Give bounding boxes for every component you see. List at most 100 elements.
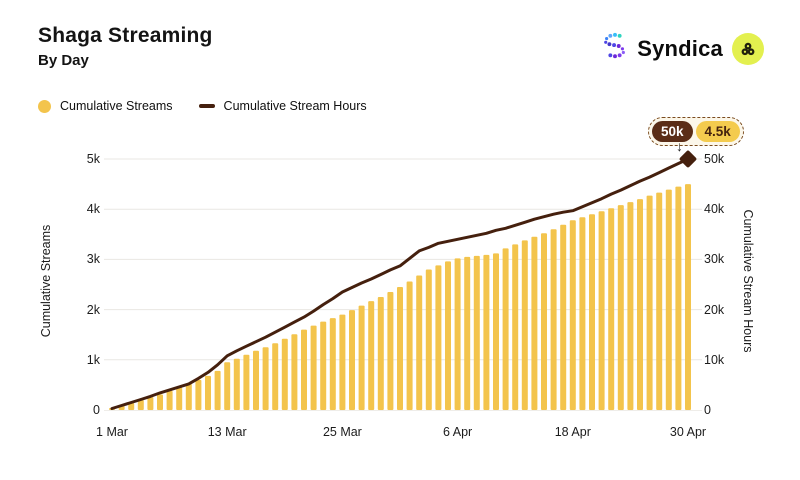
bar-cumulative-streams	[377, 297, 384, 410]
right-axis-tick-label: 20k	[704, 302, 725, 317]
left-axis-title: Cumulative Streams	[39, 224, 53, 338]
bar-cumulative-streams	[598, 211, 605, 410]
bar-cumulative-streams	[502, 248, 509, 410]
brand-name: Syndica	[637, 35, 723, 61]
bar-cumulative-streams	[262, 347, 269, 410]
bar-cumulative-streams	[569, 220, 576, 410]
bar-cumulative-streams	[166, 390, 173, 410]
bar-cumulative-streams	[637, 199, 643, 410]
bar-cumulative-streams	[320, 321, 327, 410]
legend-item-cumulative-streams[interactable]: Cumulative Streams	[38, 99, 173, 113]
x-axis-tick-label: 30 Apr	[669, 425, 707, 439]
bar-cumulative-streams	[387, 292, 394, 410]
bar-cumulative-streams	[473, 255, 480, 410]
streams-legend-dot-icon	[38, 99, 51, 113]
bar-cumulative-streams	[272, 343, 279, 410]
legend-label: Cumulative Stream Hours	[223, 99, 367, 113]
bar-cumulative-streams	[253, 350, 259, 410]
bar-cumulative-streams	[339, 314, 346, 410]
bar-cumulative-streams	[128, 402, 135, 410]
bar-cumulative-streams	[445, 261, 451, 410]
bar-cumulative-streams	[464, 256, 471, 410]
bar-cumulative-streams	[281, 338, 288, 410]
chart-legend: Cumulative Streams Cumulative Stream Hou…	[38, 99, 367, 113]
bar-cumulative-streams	[310, 325, 317, 410]
bar-cumulative-streams	[656, 192, 663, 410]
bar-cumulative-streams	[579, 217, 586, 410]
left-axis-tick-label: 2k	[86, 302, 100, 317]
bar-cumulative-streams	[560, 224, 567, 410]
x-axis-tick-label: 1 Mar	[96, 425, 128, 439]
bar-cumulative-streams	[589, 214, 595, 410]
legend-label: Cumulative Streams	[60, 99, 173, 113]
left-axis-tick-label: 1k	[86, 352, 100, 367]
bar-cumulative-streams	[425, 269, 432, 410]
x-axis-tick-label: 6 Apr	[443, 425, 473, 439]
bar-cumulative-streams	[646, 195, 653, 410]
legend-item-cumulative-stream-hours[interactable]: Cumulative Stream Hours	[198, 99, 367, 113]
bar-cumulative-streams	[512, 244, 519, 410]
page-title: Shaga Streaming	[38, 24, 213, 47]
header: Shaga Streaming By Day	[38, 24, 213, 69]
left-axis-tick-label: 3k	[86, 252, 100, 267]
bar-cumulative-streams	[627, 202, 634, 410]
bar-cumulative-streams	[493, 253, 499, 410]
right-axis-tick-label: 50k	[704, 152, 725, 166]
callout-hours-badge: 50k	[652, 121, 693, 142]
hours-legend-line-icon	[198, 104, 215, 108]
bar-cumulative-streams	[176, 387, 183, 410]
bar-cumulative-streams	[406, 281, 413, 410]
bar-cumulative-streams	[617, 205, 624, 410]
bar-cumulative-streams	[358, 305, 365, 410]
right-axis-tick-label: 10k	[704, 352, 725, 367]
brand-area[interactable]: Syndica	[602, 32, 764, 65]
bar-cumulative-streams	[685, 184, 691, 410]
bar-cumulative-streams	[233, 358, 240, 410]
bar-cumulative-streams	[521, 240, 528, 410]
latest-values-callout: 50k 4.5k	[648, 117, 744, 146]
x-axis-tick-label: 25 Mar	[322, 425, 362, 439]
bar-cumulative-streams	[224, 362, 231, 410]
x-axis-tick-label: 18 Apr	[554, 425, 591, 439]
syndica-logo-icon	[602, 32, 628, 65]
right-axis-tick-label: 40k	[704, 202, 725, 217]
bar-cumulative-streams	[531, 236, 538, 410]
bar-cumulative-streams	[550, 229, 557, 410]
line-cumulative-stream-hours	[110, 157, 690, 410]
left-axis-tick-label: 4k	[86, 202, 100, 217]
bar-cumulative-streams	[454, 258, 461, 410]
right-axis-tick-label: 30k	[704, 252, 725, 267]
bar-cumulative-streams	[147, 396, 154, 410]
callout-arrow-icon: ↓	[676, 138, 683, 154]
bar-cumulative-streams	[329, 318, 336, 410]
bar-cumulative-streams	[397, 287, 403, 410]
bar-cumulative-streams	[665, 189, 672, 410]
bar-cumulative-streams	[349, 310, 355, 410]
bar-cumulative-streams	[435, 265, 442, 410]
bar-cumulative-streams	[185, 383, 192, 410]
right-axis-tick-label: 0	[704, 403, 711, 417]
bar-cumulative-streams	[608, 208, 615, 410]
bar-cumulative-streams	[214, 370, 221, 410]
bar-cumulative-streams	[675, 186, 682, 410]
bar-cumulative-streams	[243, 354, 250, 410]
bar-cumulative-streams	[157, 394, 163, 410]
bar-cumulative-streams	[301, 329, 307, 410]
bar-cumulative-streams	[195, 379, 202, 410]
bar-cumulative-streams	[483, 254, 490, 410]
bar-cumulative-streams	[416, 275, 423, 410]
x-axis-tick-label: 13 Mar	[207, 425, 247, 439]
bar-cumulative-streams	[137, 399, 144, 410]
bar-cumulative-streams	[541, 233, 547, 410]
shaga-logo-icon	[732, 32, 764, 65]
bar-cumulative-streams	[205, 375, 211, 410]
line-end-marker-icon	[679, 150, 697, 168]
bar-cumulative-streams	[291, 334, 298, 410]
bar-cumulative-streams	[368, 301, 375, 410]
page-subtitle: By Day	[38, 52, 89, 69]
left-axis-tick-label: 0	[93, 403, 100, 417]
left-axis-tick-label: 5k	[86, 152, 100, 166]
